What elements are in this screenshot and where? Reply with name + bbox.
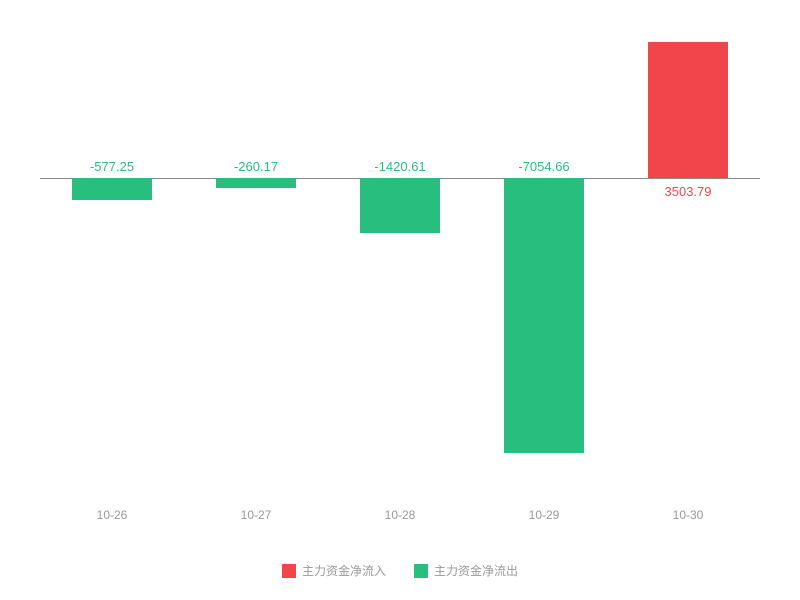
- legend: 主力资金净流入 主力资金净流出: [0, 562, 800, 579]
- bar: [216, 178, 295, 188]
- bar-value-label: -7054.66: [518, 159, 569, 174]
- x-axis-tick-label: 10-28: [385, 508, 416, 522]
- x-axis-tick-label: 10-29: [529, 508, 560, 522]
- bar: [72, 178, 151, 200]
- bar: [504, 178, 583, 453]
- bar-value-label: -577.25: [90, 159, 134, 174]
- legend-label: 主力资金净流出: [434, 562, 518, 579]
- legend-swatch: [414, 564, 428, 578]
- x-axis-tick-label: 10-30: [673, 508, 704, 522]
- plot-area: -577.2510-26-260.1710-27-1420.6110-28-70…: [40, 30, 760, 470]
- bar-value-label: 3503.79: [665, 184, 712, 199]
- x-axis-tick-label: 10-26: [97, 508, 128, 522]
- chart-container: -577.25 10-26 -260.17 10-27 -1420.61 10-28 -70…: [0, 0, 800, 600]
- bar-value-label: -1420.61: [374, 159, 425, 174]
- legend-item: 主力资金净流出: [414, 562, 518, 579]
- bar: [360, 178, 439, 233]
- bar: [648, 42, 727, 178]
- legend-label: 主力资金净流入: [302, 562, 386, 579]
- bar-value-label: -260.17: [234, 159, 278, 174]
- x-axis-tick-label: 10-27: [241, 508, 272, 522]
- legend-swatch: [282, 564, 296, 578]
- legend-item: 主力资金净流入: [282, 562, 386, 579]
